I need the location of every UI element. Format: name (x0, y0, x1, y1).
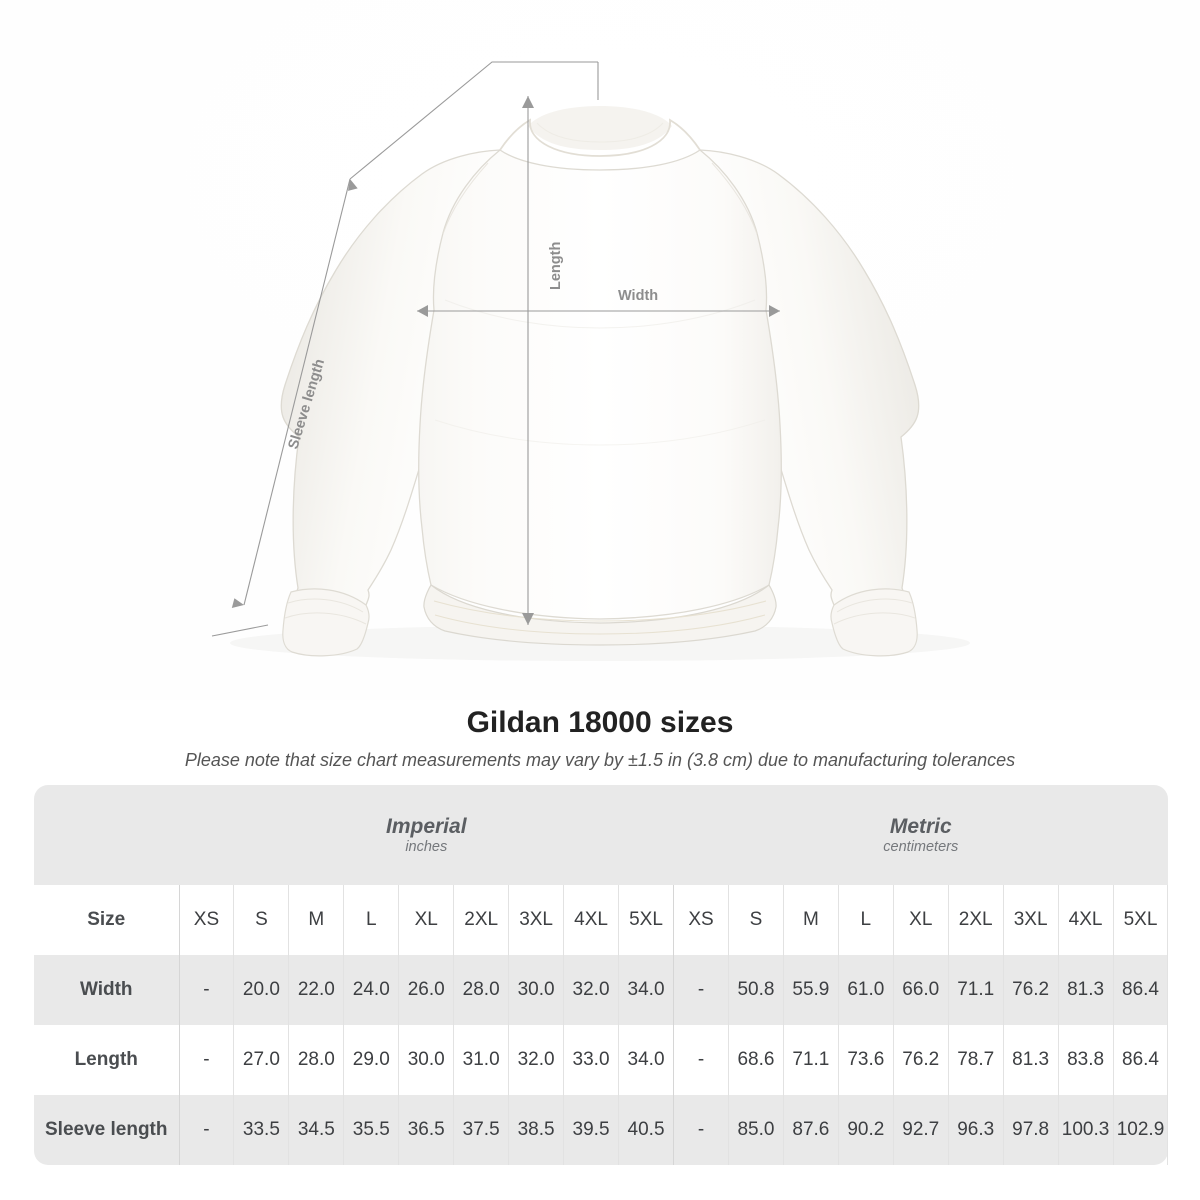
svg-text:Length: Length (548, 242, 564, 290)
svg-text:Width: Width (618, 288, 658, 304)
